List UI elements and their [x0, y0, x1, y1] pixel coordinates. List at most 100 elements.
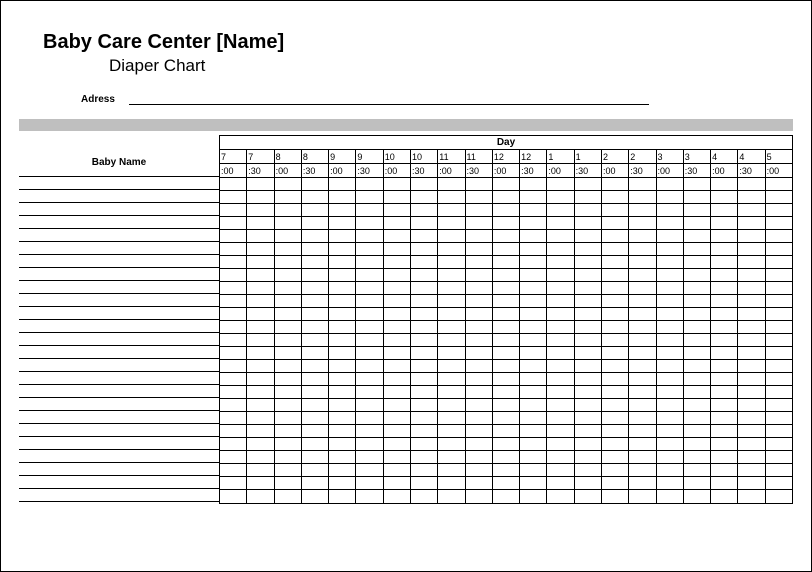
grid-cell[interactable] [547, 256, 574, 268]
baby-name-row[interactable] [19, 398, 219, 411]
grid-cell[interactable] [657, 399, 684, 411]
grid-cell[interactable] [547, 399, 574, 411]
grid-cell[interactable] [384, 490, 411, 503]
grid-cell[interactable] [547, 230, 574, 242]
grid-cell[interactable] [302, 451, 329, 463]
grid-cell[interactable] [738, 217, 765, 229]
grid-cell[interactable] [629, 256, 656, 268]
grid-cell[interactable] [738, 347, 765, 359]
baby-name-row[interactable] [19, 190, 219, 203]
grid-cell[interactable] [302, 191, 329, 203]
grid-cell[interactable] [547, 204, 574, 216]
grid-cell[interactable] [684, 308, 711, 320]
grid-cell[interactable] [629, 230, 656, 242]
grid-cell[interactable] [684, 217, 711, 229]
grid-cell[interactable] [493, 477, 520, 489]
grid-cell[interactable] [329, 425, 356, 437]
grid-cell[interactable] [220, 438, 247, 450]
grid-cell[interactable] [575, 256, 602, 268]
grid-cell[interactable] [438, 425, 465, 437]
grid-cell[interactable] [547, 438, 574, 450]
grid-cell[interactable] [547, 178, 574, 190]
grid-cell[interactable] [520, 438, 547, 450]
grid-cell[interactable] [329, 399, 356, 411]
grid-cell[interactable] [766, 490, 792, 503]
grid-cell[interactable] [411, 425, 438, 437]
grid-cell[interactable] [547, 386, 574, 398]
grid-cell[interactable] [711, 308, 738, 320]
grid-cell[interactable] [220, 269, 247, 281]
grid-cell[interactable] [575, 412, 602, 424]
grid-cell[interactable] [220, 399, 247, 411]
grid-cell[interactable] [602, 256, 629, 268]
grid-cell[interactable] [738, 230, 765, 242]
grid-cell[interactable] [766, 269, 792, 281]
grid-cell[interactable] [384, 204, 411, 216]
baby-name-row[interactable] [19, 346, 219, 359]
grid-cell[interactable] [575, 425, 602, 437]
baby-name-row[interactable] [19, 320, 219, 333]
grid-cell[interactable] [329, 178, 356, 190]
baby-name-row[interactable] [19, 268, 219, 281]
grid-cell[interactable] [247, 386, 274, 398]
grid-cell[interactable] [602, 282, 629, 294]
grid-cell[interactable] [738, 386, 765, 398]
grid-cell[interactable] [657, 464, 684, 476]
grid-cell[interactable] [275, 360, 302, 372]
grid-cell[interactable] [275, 282, 302, 294]
grid-cell[interactable] [766, 334, 792, 346]
grid-cell[interactable] [247, 477, 274, 489]
grid-cell[interactable] [575, 477, 602, 489]
grid-cell[interactable] [657, 191, 684, 203]
grid-cell[interactable] [575, 373, 602, 385]
grid-cell[interactable] [438, 477, 465, 489]
grid-cell[interactable] [275, 334, 302, 346]
grid-cell[interactable] [275, 399, 302, 411]
grid-cell[interactable] [520, 308, 547, 320]
grid-cell[interactable] [629, 191, 656, 203]
grid-cell[interactable] [275, 425, 302, 437]
grid-cell[interactable] [329, 451, 356, 463]
grid-cell[interactable] [247, 321, 274, 333]
grid-cell[interactable] [547, 308, 574, 320]
grid-cell[interactable] [384, 282, 411, 294]
grid-cell[interactable] [657, 451, 684, 463]
grid-cell[interactable] [547, 412, 574, 424]
grid-cell[interactable] [356, 178, 383, 190]
grid-cell[interactable] [220, 282, 247, 294]
grid-cell[interactable] [438, 399, 465, 411]
grid-cell[interactable] [575, 191, 602, 203]
grid-cell[interactable] [547, 243, 574, 255]
grid-cell[interactable] [547, 191, 574, 203]
grid-cell[interactable] [329, 412, 356, 424]
grid-cell[interactable] [602, 269, 629, 281]
grid-cell[interactable] [384, 360, 411, 372]
grid-cell[interactable] [684, 334, 711, 346]
grid-cell[interactable] [711, 191, 738, 203]
grid-cell[interactable] [356, 256, 383, 268]
grid-cell[interactable] [766, 178, 792, 190]
grid-cell[interactable] [247, 399, 274, 411]
grid-cell[interactable] [657, 282, 684, 294]
grid-cell[interactable] [684, 386, 711, 398]
grid-cell[interactable] [438, 191, 465, 203]
grid-cell[interactable] [575, 386, 602, 398]
grid-cell[interactable] [493, 308, 520, 320]
grid-cell[interactable] [547, 217, 574, 229]
grid-cell[interactable] [547, 490, 574, 503]
grid-cell[interactable] [684, 490, 711, 503]
grid-cell[interactable] [220, 425, 247, 437]
grid-cell[interactable] [384, 191, 411, 203]
grid-cell[interactable] [602, 386, 629, 398]
grid-cell[interactable] [466, 282, 493, 294]
grid-cell[interactable] [629, 308, 656, 320]
grid-cell[interactable] [329, 256, 356, 268]
grid-cell[interactable] [329, 269, 356, 281]
grid-cell[interactable] [602, 334, 629, 346]
grid-cell[interactable] [356, 490, 383, 503]
grid-cell[interactable] [629, 334, 656, 346]
grid-cell[interactable] [275, 178, 302, 190]
grid-cell[interactable] [738, 360, 765, 372]
grid-cell[interactable] [657, 243, 684, 255]
grid-cell[interactable] [411, 386, 438, 398]
